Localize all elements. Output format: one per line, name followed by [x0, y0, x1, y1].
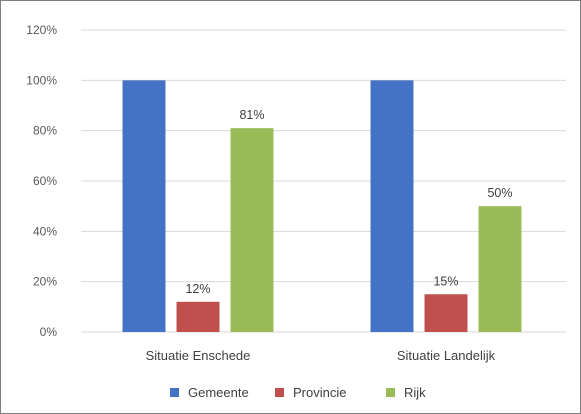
legend: Gemeente Provincie Rijk	[170, 385, 426, 400]
bar-gemeente-1	[122, 80, 166, 332]
bar-gemeente-2	[370, 80, 414, 332]
y-tick-label: 0%	[40, 325, 58, 339]
y-tick-label: 100%	[26, 73, 57, 87]
bar-provincie-1	[176, 301, 220, 332]
legend-swatch-gemeente	[170, 388, 179, 397]
data-label: 81%	[239, 108, 264, 122]
bar-rijk-2	[478, 206, 522, 332]
x-category-label: Situatie Landelijk	[397, 348, 496, 363]
x-axis-categories: Situatie Enschede Situatie Landelijk	[146, 348, 496, 363]
y-axis-ticks: 0% 20% 40% 60% 80% 100% 120%	[26, 23, 57, 339]
legend-label-rijk: Rijk	[404, 385, 426, 400]
data-labels: 12% 81% 15% 50%	[185, 108, 512, 296]
legend-label-gemeente: Gemeente	[188, 385, 249, 400]
y-tick-label: 80%	[33, 124, 57, 138]
x-category-label: Situatie Enschede	[146, 348, 251, 363]
legend-label-provincie: Provincie	[293, 385, 346, 400]
bars	[122, 80, 522, 332]
y-tick-label: 60%	[33, 174, 57, 188]
y-tick-label: 40%	[33, 224, 57, 238]
y-tick-label: 120%	[26, 23, 57, 37]
bar-provincie-2	[424, 294, 468, 332]
y-tick-label: 20%	[33, 275, 57, 289]
bar-rijk-1	[230, 128, 274, 332]
data-label: 50%	[487, 186, 512, 200]
data-label: 15%	[433, 274, 458, 288]
legend-swatch-rijk	[386, 388, 395, 397]
data-label: 12%	[185, 282, 210, 296]
legend-swatch-provincie	[275, 388, 284, 397]
